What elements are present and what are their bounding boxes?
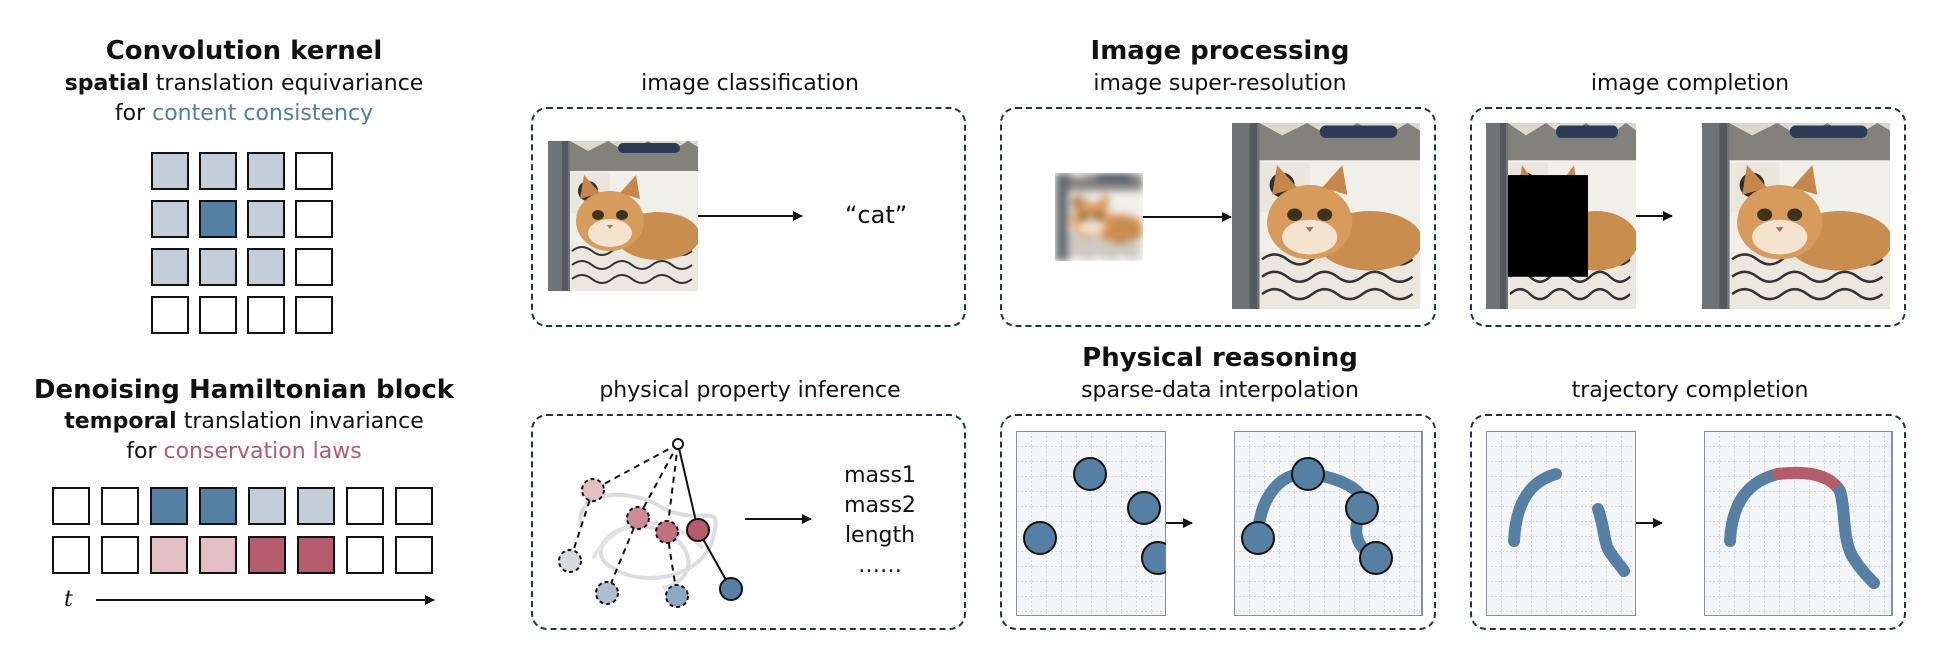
kernel-cell <box>247 152 285 190</box>
super-resolution-arrow <box>1143 212 1232 222</box>
physical-property-inference-panel: mass1 mass2 length …… <box>531 414 966 630</box>
equivariance-text: translation equivariance <box>148 71 424 96</box>
convolution-kernel-line2: for content consistency <box>44 101 444 126</box>
block-cell <box>52 487 90 525</box>
block-cell <box>101 536 139 574</box>
partial-trajectory-plot <box>1486 431 1636 616</box>
pendulum-diagram <box>558 438 743 608</box>
kernel-cell <box>295 200 333 238</box>
for-text: for <box>114 101 153 126</box>
conservation-laws-text: conservation laws <box>163 439 362 464</box>
kernel-cell <box>151 296 189 334</box>
kernel-cell <box>199 296 237 334</box>
physical-property-inference-label: physical property inference <box>599 378 901 403</box>
high-resolution-cat-photo <box>1232 123 1420 309</box>
image-super-resolution-label: image super-resolution <box>1093 71 1347 96</box>
interpolated-curve-plot <box>1234 431 1423 616</box>
block-cell <box>248 487 286 525</box>
block-cell <box>297 487 335 525</box>
kernel-cell <box>295 248 333 286</box>
blurred-cat-photo <box>1055 173 1143 261</box>
masked-cat-photo <box>1486 123 1636 309</box>
convolution-kernel-title: Convolution kernel <box>105 36 383 66</box>
block-cell <box>297 536 335 574</box>
block-cell <box>346 536 384 574</box>
kernel-cell <box>151 200 189 238</box>
time-axis-arrow <box>96 595 435 605</box>
sparse-data-interpolation-panel <box>1000 414 1436 630</box>
cat-photo <box>548 139 698 293</box>
block-cell <box>199 487 237 525</box>
kernel-cell <box>199 152 237 190</box>
block-cell <box>101 487 139 525</box>
hamiltonian-block-line2: for conservation laws <box>24 439 464 464</box>
kernel-cell <box>151 248 189 286</box>
image-super-resolution-panel <box>1000 107 1436 327</box>
block-cell <box>395 536 433 574</box>
image-classification-panel: “cat” <box>531 107 966 327</box>
time-axis-label: t <box>64 587 73 612</box>
image-classification-label: image classification <box>641 71 859 96</box>
completed-trajectory-plot <box>1704 431 1893 616</box>
block-cell <box>199 536 237 574</box>
block-cell <box>346 487 384 525</box>
kernel-center-cell <box>199 200 237 238</box>
convolution-kernel-line1: spatial translation equivariance <box>44 71 444 96</box>
block-cell <box>150 536 188 574</box>
image-processing-title: Image processing <box>1090 36 1350 66</box>
invariance-text: translation invariance <box>176 409 424 434</box>
image-completion-label: image completion <box>1590 71 1790 96</box>
sparse-points-plot <box>1016 431 1166 616</box>
block-cell <box>150 487 188 525</box>
block-cell <box>395 487 433 525</box>
kernel-cell <box>247 296 285 334</box>
length-label: length <box>844 523 916 548</box>
inference-arrow <box>745 514 812 524</box>
cat-output-label: “cat” <box>845 201 908 229</box>
spatial-keyword: spatial <box>64 71 149 96</box>
block-cell <box>248 536 286 574</box>
classification-arrow <box>698 211 803 221</box>
hamiltonian-grid <box>52 487 436 577</box>
kernel-grid <box>151 152 337 338</box>
mass2-label: mass2 <box>844 493 916 518</box>
kernel-cell <box>295 152 333 190</box>
hamiltonian-block-title: Denoising Hamiltonian block <box>33 375 455 405</box>
completion-arrow <box>1636 211 1673 221</box>
kernel-cell <box>295 296 333 334</box>
physical-reasoning-title: Physical reasoning <box>1082 343 1358 373</box>
content-consistency-text: content consistency <box>152 101 374 126</box>
inferred-properties-list: mass1 mass2 length …… <box>825 461 935 581</box>
kernel-cell <box>247 248 285 286</box>
kernel-cell <box>247 200 285 238</box>
trajectory-completion-label: trajectory completion <box>1571 378 1809 403</box>
mass1-label: mass1 <box>844 463 916 488</box>
interpolation-arrow <box>1166 518 1193 528</box>
hamiltonian-block-line1: temporal translation invariance <box>24 409 464 434</box>
image-completion-panel <box>1470 107 1906 327</box>
ellipsis-label: …… <box>858 553 902 578</box>
kernel-cell <box>151 152 189 190</box>
trajectory-arrow <box>1636 518 1663 528</box>
trajectory-completion-panel <box>1470 414 1906 630</box>
block-cell <box>52 536 90 574</box>
kernel-cell <box>199 248 237 286</box>
sparse-data-interpolation-label: sparse-data interpolation <box>1081 378 1359 403</box>
temporal-keyword: temporal <box>64 409 177 434</box>
completed-cat-photo <box>1702 123 1890 309</box>
for-text: for <box>126 439 164 464</box>
